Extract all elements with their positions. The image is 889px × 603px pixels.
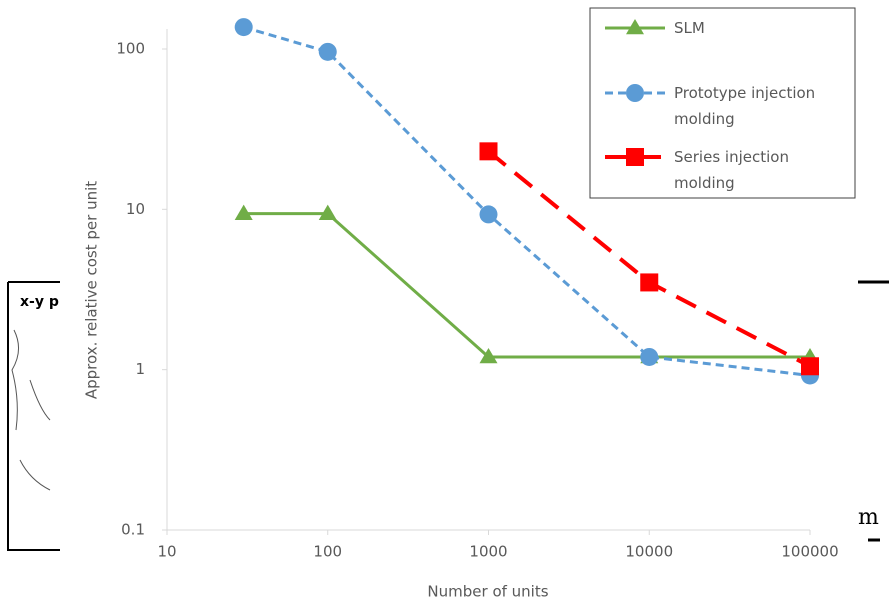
data-point [640,348,658,366]
data-point [480,142,498,160]
data-point [319,43,337,61]
y-axis-title: Approx. relative cost per unit [83,181,101,399]
page: x-y p m Approx. relative cost per unit N… [0,0,889,603]
bg-mark [858,282,889,540]
x-tick-label: 10 [157,543,176,561]
data-point [235,18,253,36]
bg-frame [8,282,60,550]
legend-label: SLM [674,15,854,41]
bg-text: x-y p [20,294,59,310]
y-tick-label: 100 [116,40,145,58]
legend-marker [626,84,644,102]
x-tick-label: 100000 [781,543,838,561]
x-tick-label: 1000 [469,543,507,561]
legend-label: Series injection molding [674,144,854,196]
y-tick-label: 10 [126,200,145,218]
legend-label: Prototype injection molding [674,80,854,132]
series-line [244,214,810,357]
y-tick-label: 0.1 [121,521,145,539]
bg-text: m [858,505,879,530]
legend-marker [626,148,644,166]
data-point [801,357,819,375]
bg-scribble [12,330,50,490]
y-tick-label: 1 [135,360,145,378]
x-tick-label: 100 [313,543,342,561]
data-point [480,205,498,223]
x-tick-label: 10000 [625,543,673,561]
data-point [640,273,658,291]
x-axis-title: Number of units [427,583,548,601]
